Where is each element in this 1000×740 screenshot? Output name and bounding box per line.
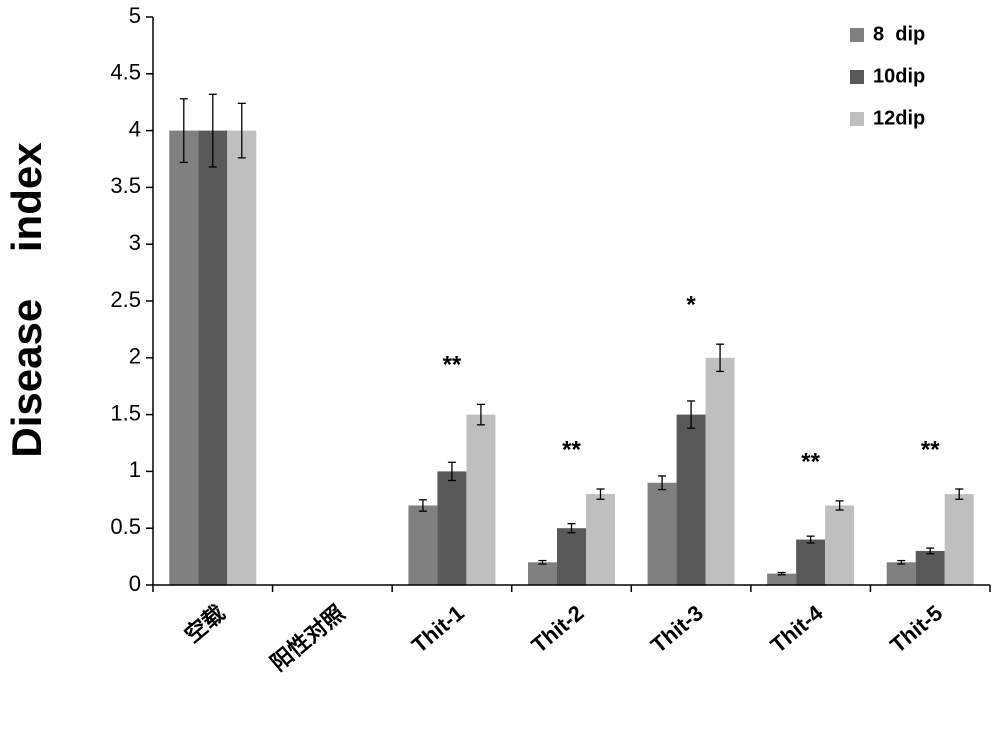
bar (198, 130, 228, 585)
bar (886, 562, 916, 585)
x-tick-label: Thit-4 (766, 600, 829, 658)
y-tick-label: 1 (129, 457, 141, 482)
y-tick-label: 5 (129, 3, 141, 28)
bar (466, 414, 496, 585)
bar (227, 130, 257, 585)
y-axis-label: Disease index (3, 142, 50, 458)
bar (169, 130, 199, 585)
y-tick-label: 4.5 (110, 60, 141, 85)
significance-mark: ** (562, 436, 581, 463)
x-tick-label: Thit-1 (407, 600, 469, 658)
bar (676, 414, 706, 585)
x-tick-label: Thit-3 (646, 600, 708, 658)
x-tick-label: Thit-2 (527, 600, 589, 658)
bar (647, 482, 677, 585)
y-tick-label: 0 (129, 571, 141, 596)
y-tick-label: 2.5 (110, 287, 141, 312)
bar (408, 505, 438, 585)
bar (557, 528, 586, 585)
significance-mark: ** (921, 436, 940, 463)
bar (825, 505, 855, 585)
y-tick-label: 0.5 (110, 514, 141, 539)
bar (944, 494, 974, 585)
bar (915, 550, 945, 585)
significance-mark: ** (801, 448, 820, 475)
legend-swatch (850, 70, 864, 84)
legend-label: 8 dip (873, 23, 925, 45)
x-tick-label: 阳性对照 (266, 600, 349, 676)
x-tick-label: Thit-5 (885, 600, 947, 658)
bar (437, 471, 467, 585)
bar (586, 494, 615, 585)
legend-label: 12dip (873, 107, 925, 129)
legend-swatch (850, 28, 864, 42)
significance-mark: ** (443, 352, 462, 379)
bar (528, 562, 557, 585)
x-tick-label: 空载 (180, 600, 230, 647)
bar (767, 573, 797, 585)
y-tick-label: 3.5 (110, 173, 141, 198)
legend-swatch (850, 112, 864, 126)
y-tick-label: 4 (129, 116, 141, 141)
bar (705, 357, 735, 585)
y-tick-label: 3 (129, 230, 141, 255)
y-tick-label: 2 (129, 344, 141, 369)
y-tick-label: 1.5 (110, 400, 141, 425)
significance-mark: * (686, 292, 696, 319)
bar (796, 539, 826, 585)
legend-label: 10dip (873, 65, 925, 87)
